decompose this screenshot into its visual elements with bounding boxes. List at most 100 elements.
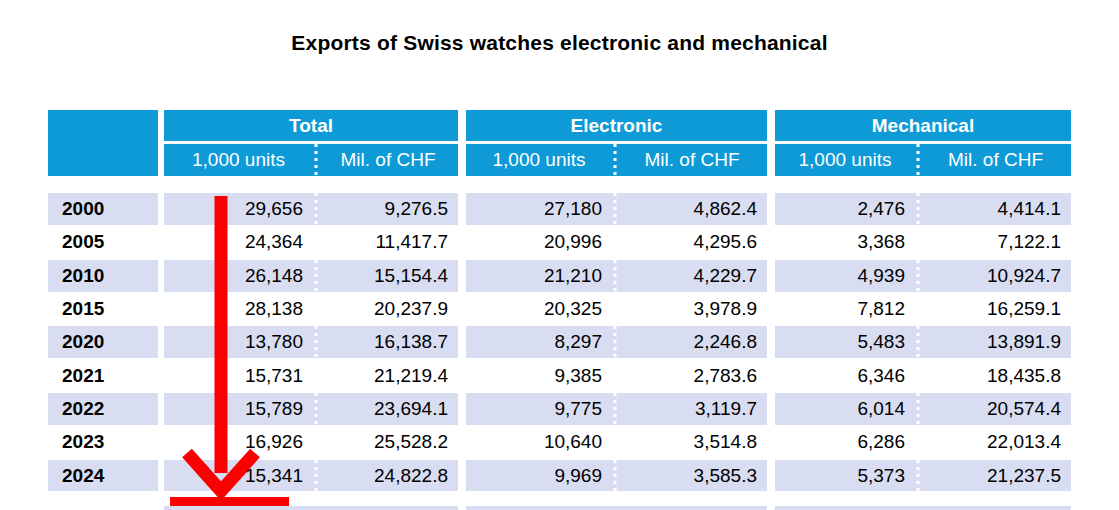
cell-total-chf: 16,138.7 [318,326,458,358]
column-gap [767,226,775,258]
column-gap [767,326,775,358]
column-group-mechanical: Mechanical [775,110,1071,141]
cell-total-units: 24,364 [164,226,313,258]
cell-total-chf: 21,219.4 [318,360,458,392]
subheader-mechanical-chf: Mil. of CHF [920,144,1071,176]
cell-total-chf: 24,822.8 [318,460,458,492]
table-row-2024: 202415,34124,822.89,9693,585.35,37321,23… [48,460,1071,492]
column-separator [313,326,318,358]
cell-mechanical-units: 5,483 [775,326,915,358]
table-row-2023: 202316,92625,528.210,6403,514.86,28622,0… [48,426,1071,458]
column-separator [612,393,617,425]
cell-electronic-units: 20,996 [466,226,612,258]
cell-electronic-chf: 2,246.8 [617,326,767,358]
cell-total-units: 16,926 [164,426,313,458]
cell-mechanical-units: 7,812 [775,293,915,325]
cell-total-units: 26,148 [164,260,313,292]
table-subheader-row: 1,000 units Mil. of CHF 1,000 units Mil.… [164,144,1071,176]
column-separator [612,144,617,176]
column-gap [767,460,775,492]
cell-mechanical-units: 4,939 [775,260,915,292]
cell-total-units: 15,731 [164,360,313,392]
table-row-2010: 201026,14815,154.421,2104,229.74,93910,9… [48,260,1071,292]
cell-electronic-units: 21,210 [466,260,612,292]
column-separator [915,144,920,176]
cell-total-chf: 20,237.9 [318,293,458,325]
column-gap [458,193,466,225]
cell-mechanical-units: 6,286 [775,426,915,458]
cell-electronic-chf: 4,229.7 [617,260,767,292]
cell-total-units: 13,780 [164,326,313,358]
column-separator [915,293,920,325]
column-separator [612,360,617,392]
column-separator [915,326,920,358]
column-gap [767,293,775,325]
cell-mechanical-chf: 4,414.1 [920,193,1071,225]
column-separator [313,293,318,325]
cell-mechanical-units: 3,368 [775,226,915,258]
page-title: Exports of Swiss watches electronic and … [0,31,1119,55]
subheader-total-chf: Mil. of CHF [318,144,458,176]
column-group-total: Total [164,110,458,141]
column-gap [767,360,775,392]
table-row-2020: 202013,78016,138.78,2972,246.85,48313,89… [48,326,1071,358]
cell-mechanical-units: 6,014 [775,393,915,425]
column-separator [313,144,318,176]
next-row-partial [164,506,458,510]
cell-electronic-chf: 4,862.4 [617,193,767,225]
column-gap [767,193,775,225]
column-separator [915,226,920,258]
column-separator [915,260,920,292]
year-cell: 2024 [48,460,158,492]
year-cell: 2021 [48,360,158,392]
column-gap [458,326,466,358]
column-separator [612,460,617,492]
cell-electronic-units: 10,640 [466,426,612,458]
column-separator [612,193,617,225]
cell-mechanical-chf: 16,259.1 [920,293,1071,325]
table-row-2005: 200524,36411,417.720,9964,295.63,3687,12… [48,226,1071,258]
column-gap [767,426,775,458]
table-row-2000: 200029,6569,276.527,1804,862.42,4764,414… [48,193,1071,225]
column-separator [313,260,318,292]
cell-total-chf: 25,528.2 [318,426,458,458]
column-separator [313,193,318,225]
column-gap [458,293,466,325]
next-row-partial [466,506,767,510]
cell-total-chf: 11,417.7 [318,226,458,258]
cell-mechanical-chf: 21,237.5 [920,460,1071,492]
cell-electronic-chf: 3,978.9 [617,293,767,325]
column-separator [313,226,318,258]
column-gap [458,393,466,425]
cell-total-units: 15,341 [164,460,313,492]
table-row-2021: 202115,73121,219.49,3852,783.66,34618,43… [48,360,1071,392]
year-column-header [48,110,158,176]
cell-mechanical-chf: 7,122.1 [920,226,1071,258]
column-separator [612,426,617,458]
cell-total-chf: 23,694.1 [318,393,458,425]
cell-mechanical-chf: 10,924.7 [920,260,1071,292]
year-cell: 2010 [48,260,158,292]
cell-total-units: 15,789 [164,393,313,425]
cell-electronic-units: 20,325 [466,293,612,325]
column-separator [915,393,920,425]
year-cell: 2000 [48,193,158,225]
arrow-underline-bar [170,497,289,506]
column-gap [767,144,775,176]
column-separator [313,460,318,492]
column-gap [767,393,775,425]
cell-mechanical-units: 6,346 [775,360,915,392]
table-row-2015: 201528,13820,237.920,3253,978.97,81216,2… [48,293,1071,325]
table-group-header-row: Total Electronic Mechanical [164,110,1071,141]
column-gap [458,426,466,458]
cell-total-units: 28,138 [164,293,313,325]
cell-mechanical-chf: 20,574.4 [920,393,1071,425]
column-gap [458,144,466,176]
column-separator [915,360,920,392]
cell-mechanical-chf: 18,435.8 [920,360,1071,392]
table-body: 200029,6569,276.527,1804,862.42,4764,414… [48,193,1071,491]
cell-total-chf: 15,154.4 [318,260,458,292]
cell-total-units: 29,656 [164,193,313,225]
column-gap [458,260,466,292]
column-separator [313,360,318,392]
